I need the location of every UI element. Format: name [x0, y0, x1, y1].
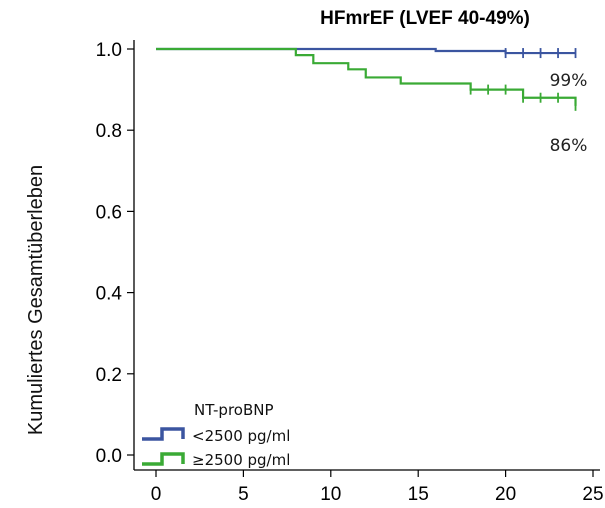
km-curve-1: [156, 47, 577, 106]
legend-label-ge2500: ≥2500 pg/ml: [192, 451, 290, 469]
legend-title: NT-proBNP: [194, 401, 274, 419]
ticks: 0 5 10 15 20 25 0.0 0.2 0.4 0.6 0.8 1.0: [96, 40, 604, 505]
y-tick-label: 0.4: [96, 284, 123, 305]
legend-swatch-green: [142, 452, 185, 466]
chart-title: HFmrEF (LVEF 40-49%): [320, 8, 530, 29]
y-tick-label: 1.0: [96, 40, 122, 61]
x-tick-label: 0: [151, 484, 162, 505]
end-annotations: 99% 86%: [550, 71, 588, 156]
y-tick-label: 0.8: [96, 121, 122, 142]
legend: NT-proBNP <2500 pg/ml ≥2500 pg/ml: [142, 401, 290, 469]
end-label-1: 86%: [550, 136, 588, 156]
x-tick-label: 20: [495, 484, 516, 505]
axes: [133, 40, 600, 471]
series-group: [156, 47, 577, 111]
y-tick-label: 0.2: [96, 365, 122, 386]
x-tick-label: 5: [238, 484, 249, 505]
legend-label-lt2500: <2500 pg/ml: [192, 427, 290, 445]
km-curve-0: [156, 47, 576, 55]
y-tick-label: 0.6: [96, 202, 122, 223]
x-tick-label: 25: [582, 484, 603, 505]
legend-swatch-blue: [142, 427, 185, 441]
end-label-0: 99%: [550, 71, 588, 91]
x-tick-label: 10: [320, 484, 341, 505]
y-tick-label: 0.0: [96, 446, 122, 467]
x-tick-label: 15: [408, 484, 429, 505]
y-axis-label: Kumuliertes Gesamtüberleben: [25, 165, 47, 435]
